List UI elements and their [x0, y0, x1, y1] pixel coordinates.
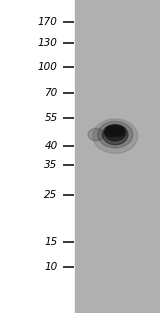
Text: 25: 25 [44, 190, 58, 200]
Ellipse shape [105, 126, 119, 137]
Bar [75, 0, 160, 313]
Text: 130: 130 [38, 38, 58, 48]
Text: 15: 15 [44, 237, 58, 247]
Ellipse shape [112, 127, 122, 134]
Ellipse shape [98, 121, 133, 148]
Text: 35: 35 [44, 160, 58, 170]
Ellipse shape [105, 125, 126, 141]
Text: 10: 10 [44, 262, 58, 272]
Ellipse shape [102, 124, 128, 145]
Ellipse shape [112, 126, 125, 136]
Text: 40: 40 [44, 141, 58, 151]
Text: 55: 55 [44, 113, 58, 123]
Text: 70: 70 [44, 88, 58, 98]
Bar [0, 0, 75, 313]
Ellipse shape [107, 127, 123, 133]
Text: 100: 100 [38, 62, 58, 72]
Ellipse shape [93, 119, 138, 153]
Ellipse shape [108, 127, 119, 135]
Text: 170: 170 [38, 17, 58, 27]
Ellipse shape [88, 128, 104, 141]
